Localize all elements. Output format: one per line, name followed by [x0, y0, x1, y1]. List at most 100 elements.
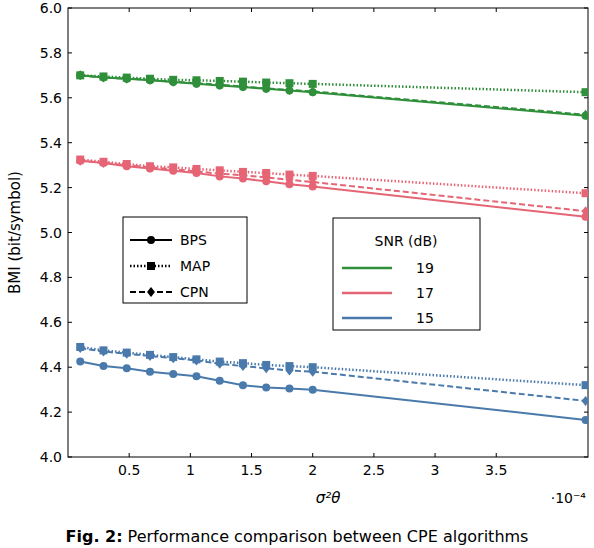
x-tick-label: 2.5 — [363, 462, 385, 478]
x-tick — [496, 8, 497, 12]
y-tick-label: 4.2 — [40, 404, 62, 420]
series-line — [80, 75, 585, 92]
legend-marker — [147, 287, 155, 297]
x-tick — [251, 453, 252, 457]
data-point — [146, 351, 154, 361]
series-line — [80, 161, 585, 212]
x-tick-label: 0.5 — [118, 462, 140, 478]
y-tick-label: 5.0 — [40, 225, 62, 241]
data-point — [582, 416, 588, 424]
data-point — [76, 343, 84, 353]
data-point — [262, 363, 270, 373]
y-tick — [584, 322, 588, 323]
data-point — [192, 166, 200, 176]
y-tick — [584, 457, 588, 458]
data-point — [239, 381, 247, 389]
x-tick — [496, 453, 497, 457]
data-point — [169, 77, 177, 87]
data-point — [582, 396, 588, 406]
data-point — [146, 368, 154, 376]
legend-box — [123, 217, 247, 303]
series-line — [80, 348, 585, 401]
data-point — [216, 377, 224, 385]
y-tick — [68, 97, 72, 98]
data-point — [123, 364, 131, 372]
legend-line — [342, 267, 392, 270]
data-point — [192, 355, 200, 365]
data-point — [146, 162, 154, 172]
data-point — [309, 177, 317, 187]
x-tick — [312, 8, 313, 12]
x-axis-label: σ²θ — [316, 489, 341, 507]
y-tick-label: 4.4 — [40, 359, 62, 375]
legend-label: MAP — [180, 258, 210, 274]
data-point — [192, 372, 200, 380]
legend-title: SNR (dB) — [375, 233, 438, 249]
x-tick — [373, 8, 374, 12]
y-tick — [584, 142, 588, 143]
data-point — [123, 74, 131, 84]
data-point — [582, 88, 588, 96]
legend-algorithms: BPSMAPCPN — [123, 217, 247, 303]
x-tick — [190, 8, 191, 12]
y-tick — [68, 322, 72, 323]
data-point — [76, 71, 84, 79]
y-tick-label: 5.2 — [40, 180, 62, 196]
data-point — [99, 346, 107, 356]
x-tick — [373, 453, 374, 457]
legend-snr: SNR (dB)191715 — [333, 218, 480, 330]
data-point — [76, 358, 84, 366]
data-point — [192, 78, 200, 88]
y-tick — [68, 277, 72, 278]
x-tick-label: 1 — [186, 462, 195, 478]
data-point — [216, 359, 224, 369]
data-point — [262, 172, 270, 182]
data-point — [99, 73, 107, 83]
x-tick — [435, 453, 436, 457]
y-tick — [68, 457, 72, 458]
data-point — [216, 169, 224, 179]
data-point — [262, 383, 270, 391]
y-tick-label: 4.6 — [40, 314, 62, 330]
x-tick — [190, 453, 191, 457]
series-line — [80, 75, 585, 115]
data-point — [169, 353, 177, 363]
y-tick-label: 5.4 — [40, 135, 62, 151]
y-tick — [584, 277, 588, 278]
y-tick-label: 6.0 — [40, 0, 62, 16]
y-tick-label: 5.8 — [40, 45, 62, 61]
caption-text: Performance comparison between CPE algor… — [128, 527, 529, 546]
y-tick-label: 4.8 — [40, 269, 62, 285]
data-point — [582, 189, 588, 197]
data-point — [76, 70, 84, 80]
x-tick-label: 3.5 — [485, 462, 507, 478]
y-tick-label: 5.6 — [40, 90, 62, 106]
data-point — [99, 362, 107, 370]
y-tick — [584, 367, 588, 368]
data-point — [309, 386, 317, 394]
chart: 4.0 4.2 4.4 4.6 4.8 5.0 5.2 5.4 5.6 5.8 6.0 0.5 1 1.5… — [0, 0, 594, 548]
y-tick — [584, 232, 588, 233]
y-axis-label: BMI (bit/symbol) — [6, 171, 24, 294]
y-tick — [584, 187, 588, 188]
legend-line — [342, 317, 392, 320]
legend-line — [342, 292, 392, 295]
data-point — [582, 206, 588, 216]
y-tick — [68, 232, 72, 233]
x-tick-label: 1.5 — [240, 462, 262, 478]
caption-label: Fig. 2: — [66, 527, 123, 546]
data-point — [76, 156, 84, 166]
y-tick — [584, 8, 588, 9]
y-tick — [68, 367, 72, 368]
y-tick — [68, 187, 72, 188]
y-tick-label: 4.0 — [40, 449, 62, 465]
x-tick — [129, 453, 130, 457]
data-point — [309, 367, 317, 377]
series-line — [80, 160, 585, 194]
data-point — [262, 83, 270, 93]
y-tick — [584, 412, 588, 413]
data-point — [169, 164, 177, 174]
data-point — [309, 87, 317, 97]
caption: Fig. 2: Performance comparison between CP… — [66, 527, 529, 546]
data-point — [582, 110, 588, 120]
